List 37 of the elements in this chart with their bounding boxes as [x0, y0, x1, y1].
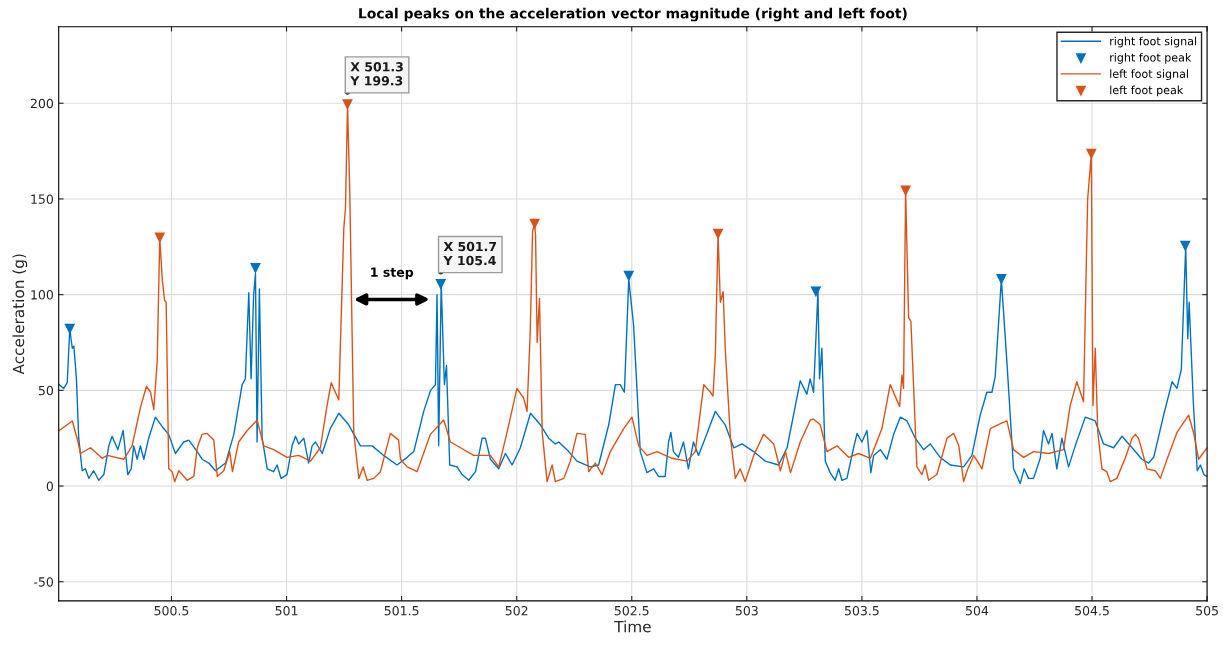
- point: [810, 286, 822, 298]
- x-tick-label: 504: [966, 605, 989, 616]
- x-tick-label: 500.5: [154, 605, 189, 616]
- legend-label: right foot signal: [1110, 36, 1197, 48]
- legend-label: left foot signal: [1110, 69, 1188, 81]
- point: [712, 228, 724, 240]
- x-tick-label: 503.5: [844, 605, 879, 616]
- x-tick-label: 504.5: [1075, 605, 1109, 616]
- annotation: 1 step: [371, 267, 414, 280]
- annotation: X 501.3 Y 199.3: [350, 62, 403, 86]
- x-tick-label: 503: [735, 605, 758, 616]
- point: [623, 270, 635, 282]
- x-axis-title: Time: [614, 620, 651, 633]
- y-tick-label: -50: [34, 577, 54, 587]
- x-tick-label: 505: [1196, 605, 1218, 616]
- annotation: X 501.7 Y 105.4: [443, 241, 497, 266]
- chart-title: Local peaks on the acceleration vector magnitude (right and left foot): [359, 7, 907, 22]
- point: [529, 218, 541, 230]
- point: [995, 273, 1007, 285]
- point: [435, 278, 447, 290]
- y-tick-label: 0: [46, 481, 54, 491]
- x-tick-label: 502.5: [614, 605, 649, 616]
- legend-label: left foot peak: [1110, 85, 1184, 97]
- y-tick-label: 50: [38, 385, 54, 396]
- point: [250, 263, 261, 274]
- point: [342, 99, 353, 110]
- legend-label: right foot peak: [1110, 53, 1192, 64]
- x-tick-label: 501: [275, 605, 298, 616]
- y-tick-label: 200: [30, 98, 54, 109]
- y-axis-title: Acceleration (g): [12, 254, 28, 375]
- point: [1179, 240, 1191, 252]
- point: [1085, 148, 1097, 160]
- x-tick-label: 502: [505, 605, 528, 616]
- y-tick-label: 150: [31, 194, 54, 204]
- x-tick-label: 501.5: [384, 605, 419, 616]
- y-tick-label: 100: [31, 290, 54, 300]
- point: [154, 232, 166, 244]
